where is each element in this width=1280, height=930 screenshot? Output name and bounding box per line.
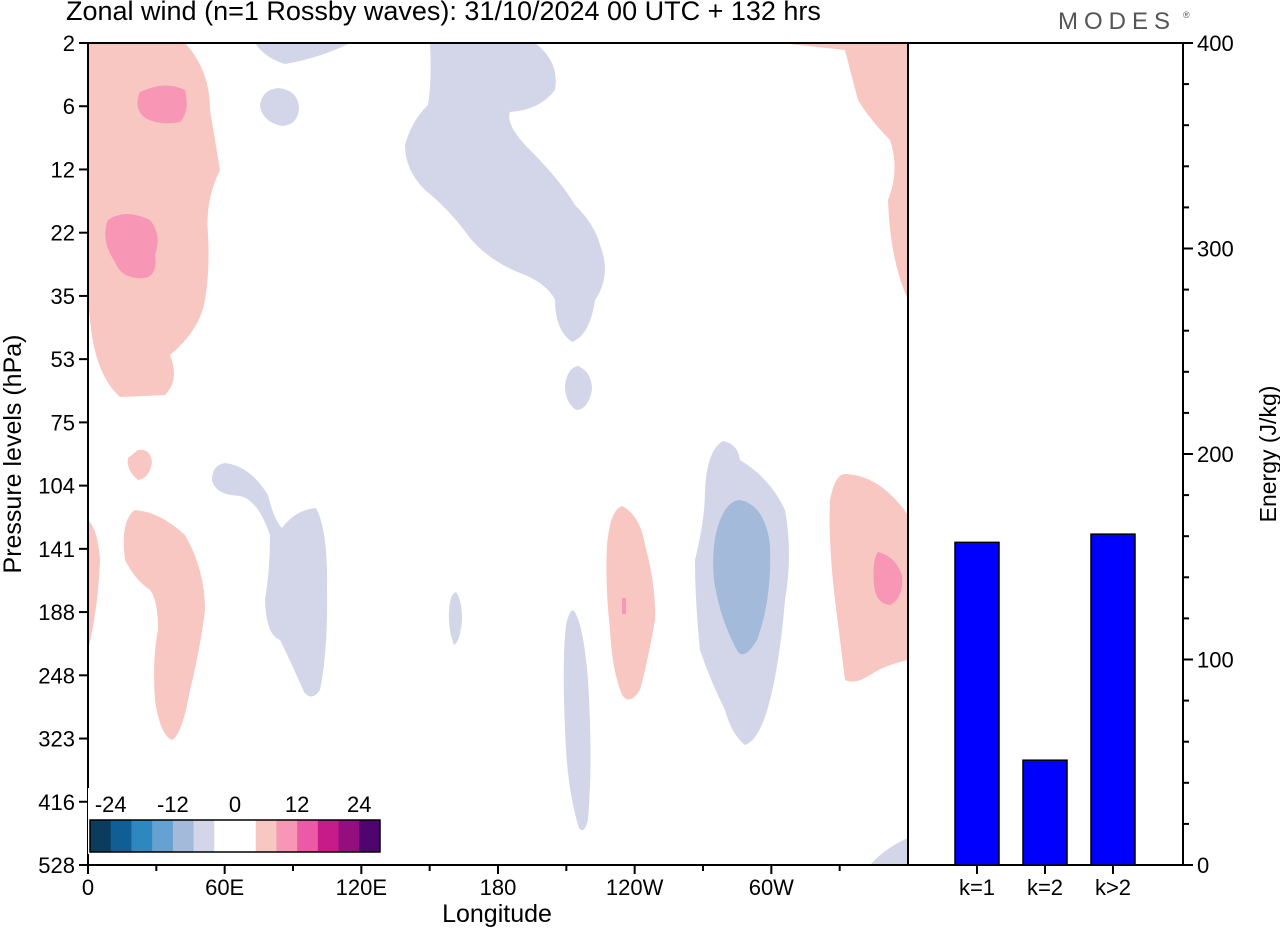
colorbar-tick-label: -24 — [95, 792, 127, 817]
y-tick-label: 141 — [38, 537, 75, 562]
colorbar-swatch — [276, 820, 298, 852]
contour-positive — [780, 43, 908, 300]
colorbar-swatch — [255, 820, 277, 852]
contour-positive — [88, 43, 220, 397]
contour-negative — [563, 610, 591, 831]
colorbar-swatch — [338, 820, 360, 852]
contour-positive — [127, 449, 152, 480]
contour-positive-strong — [105, 214, 158, 279]
y-tick-label: 12 — [51, 157, 75, 182]
colorbar-tick-label: 0 — [229, 792, 241, 817]
x-tick-label: 60E — [205, 875, 244, 900]
colorbar: -24 -12 0 12 24 — [88, 788, 382, 854]
contour-negative — [448, 592, 462, 645]
contour-positive-strong — [873, 552, 903, 605]
contour-positive — [123, 510, 205, 740]
contour-negative — [212, 463, 328, 697]
x-tick-label: 0 — [82, 875, 94, 900]
y-tick-label: 416 — [38, 790, 75, 815]
y-tick-label: 35 — [51, 284, 75, 309]
y-tick-label: 104 — [38, 474, 75, 499]
y-tick-label: 528 — [38, 853, 75, 878]
colorbar-swatch — [193, 820, 215, 852]
bar-category-label: k>2 — [1095, 875, 1131, 900]
colorbar-swatch — [235, 820, 257, 852]
y-tick-label: 53 — [51, 347, 75, 372]
contour-negative-strong — [713, 500, 771, 655]
colorbar-tick-label: -12 — [157, 792, 189, 817]
colorbar-swatch — [131, 820, 153, 852]
y-tick-label: 188 — [38, 600, 75, 625]
colorbar-swatch — [297, 820, 319, 852]
registered-mark: ® — [1183, 10, 1190, 20]
energy-tick-label: 0 — [1197, 853, 1209, 878]
contour-negative — [870, 838, 908, 865]
contour-positive — [829, 474, 908, 682]
y-tick-label: 75 — [51, 410, 75, 435]
y-tick-label: 22 — [51, 221, 75, 246]
modes-logo: MODES — [1058, 8, 1177, 35]
bar-k>2 — [1090, 533, 1136, 866]
colorbar-swatch — [90, 820, 112, 852]
chart-title: Zonal wind (n=1 Rossby waves): 31/10/202… — [66, 0, 821, 26]
y-tick-label: 248 — [38, 663, 75, 688]
y-tick-label: 6 — [63, 94, 75, 119]
pressure-axis: 2 6 12 22 35 53 75 104 141 188 248 323 416 528 — [38, 31, 88, 878]
contour-negative — [405, 43, 605, 342]
colorbar-tick-label: 24 — [347, 792, 371, 817]
contour-field — [88, 43, 908, 865]
contour-negative — [260, 88, 299, 126]
colorbar-swatch — [152, 820, 174, 852]
energy-tick-label: 300 — [1197, 237, 1234, 262]
colorbar-swatch — [172, 820, 195, 852]
contour-positive-strong — [622, 598, 626, 614]
contour-negative — [565, 366, 592, 410]
bar-k=1 — [954, 541, 1000, 866]
bar-category-label: k=2 — [1027, 875, 1063, 900]
y-tick-label: 2 — [63, 31, 75, 56]
x-tick-label: 60W — [749, 875, 794, 900]
bar-category-label: k=1 — [959, 875, 995, 900]
longitude-axis: 0 60E 120E 180 120W 60W — [82, 865, 841, 900]
colorbar-swatch — [110, 820, 132, 852]
contour-negative — [255, 43, 350, 64]
colorbar-swatch — [214, 820, 236, 852]
contour-positive-strong — [137, 85, 187, 124]
bar-k=2 — [1022, 759, 1068, 866]
x-tick-label: 120E — [336, 875, 387, 900]
contour-positive — [88, 520, 100, 650]
energy-tick-label: 200 — [1197, 442, 1234, 467]
colorbar-frame — [89, 819, 381, 853]
y-axis-label: Pressure levels (hPa) — [0, 335, 27, 574]
y-tick-label: 323 — [38, 727, 75, 752]
bar-plot-frame — [907, 42, 1184, 866]
x-tick-label: 120W — [606, 875, 664, 900]
energy-axis-label: Energy (J/kg) — [1255, 386, 1280, 523]
x-axis-label: Longitude — [442, 900, 552, 928]
energy-axis: 0 100 200 300 400 — [1183, 31, 1234, 878]
x-tick-label: 180 — [480, 875, 517, 900]
contour-positive — [606, 506, 656, 700]
colorbar-swatch — [317, 820, 340, 852]
colorbar-tick-label: 12 — [285, 792, 309, 817]
energy-tick-label: 400 — [1197, 31, 1234, 56]
energy-tick-label: 100 — [1197, 648, 1234, 673]
energy-bars: k=1 k=2 k>2 — [954, 533, 1136, 900]
colorbar-swatch — [359, 820, 381, 852]
